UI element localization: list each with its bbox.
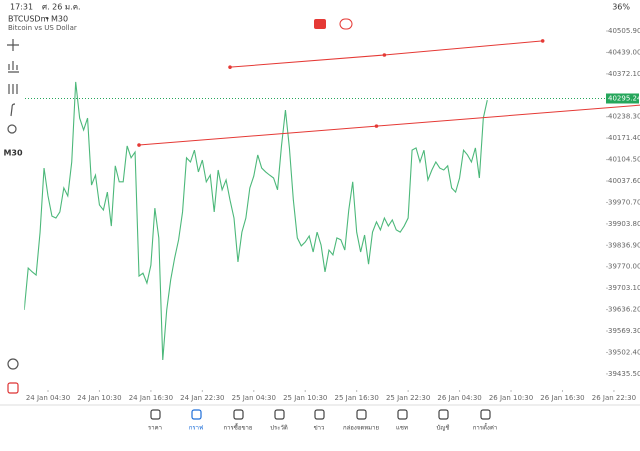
chart-type-icon[interactable] xyxy=(8,61,19,73)
nav-item[interactable]: ประวัติ xyxy=(270,409,288,432)
last-price-label: 40295.24 xyxy=(608,94,640,102)
nav-item[interactable]: ข่าว xyxy=(314,409,325,432)
nav-icon xyxy=(274,409,285,420)
x-tick-label: 25 Jan 10:30 xyxy=(283,394,327,402)
trade-icon[interactable] xyxy=(7,382,19,394)
y-tick-label: 39836.90 xyxy=(608,241,640,249)
nav-item[interactable]: การตั้งค่า xyxy=(473,409,497,432)
y-tick-label: 40439.00 xyxy=(608,48,640,56)
y-tick-label: 39770.00 xyxy=(608,263,640,271)
y-tick-label: 40238.30 xyxy=(608,113,640,121)
nav-icon xyxy=(397,409,408,420)
status-date: ศ. 26 ม.ค. xyxy=(42,3,81,12)
indicators-icon[interactable] xyxy=(8,84,18,94)
x-tick-label: 24 Jan 10:30 xyxy=(77,394,121,402)
y-tick-label: 39970.70 xyxy=(608,198,640,206)
x-tick-label: 25 Jan 16:30 xyxy=(335,394,379,402)
nav-item[interactable]: กราฟ xyxy=(189,409,203,432)
x-tick-label: 26 Jan 04:30 xyxy=(437,394,481,402)
nav-icon xyxy=(233,409,244,420)
y-tick-label: 40372.10 xyxy=(608,70,640,78)
y-tick-label: 39502.40 xyxy=(608,348,640,356)
nav-icon xyxy=(191,409,202,420)
nav-label: กล่องจดหมาย xyxy=(343,425,379,432)
nav-label: การตั้งค่า xyxy=(473,422,497,432)
status-battery: 36% xyxy=(612,3,630,12)
crosshair-icon[interactable] xyxy=(7,39,19,51)
nav-label: ข่าว xyxy=(314,425,325,432)
last-price-box xyxy=(606,93,639,104)
x-tick-label: 24 Jan 04:30 xyxy=(26,394,70,402)
nav-label: ประวัติ xyxy=(270,425,288,432)
toolbar-timeframe[interactable]: M30 xyxy=(3,149,23,158)
nav-icon xyxy=(438,409,449,420)
trendline-anchor[interactable] xyxy=(228,65,232,69)
y-tick-label: 39903.80 xyxy=(608,220,640,228)
trendline-anchor[interactable] xyxy=(540,39,545,43)
nav-icon xyxy=(356,409,367,420)
y-tick-label: 39636.20 xyxy=(608,306,640,314)
trendline[interactable] xyxy=(138,104,640,146)
y-tick-label: 39569.30 xyxy=(608,327,640,335)
search-icon[interactable] xyxy=(7,358,19,370)
x-tick-label: 25 Jan 04:30 xyxy=(232,394,276,402)
y-tick-label: 40037.60 xyxy=(608,177,640,185)
y-tick-label: 40171.40 xyxy=(608,134,640,142)
left-toolbar xyxy=(7,39,19,394)
objects-icon[interactable] xyxy=(7,124,17,134)
nav-label: ราคา xyxy=(148,425,162,432)
nav-label: บัญชี xyxy=(437,424,450,432)
nav-item[interactable]: กล่องจดหมาย xyxy=(343,409,379,432)
nav-label: การซื้อขาย xyxy=(224,422,253,432)
x-tick-label: 26 Jan 10:30 xyxy=(489,394,533,402)
nav-label: แชท xyxy=(396,425,408,432)
nav-item[interactable]: แชท xyxy=(396,409,408,432)
header-timeframe: M30 xyxy=(51,15,68,24)
trendline-anchor[interactable] xyxy=(382,53,387,57)
nav-icon xyxy=(314,409,325,420)
x-tick-label: 26 Jan 16:30 xyxy=(540,394,584,402)
nav-icon xyxy=(150,409,161,420)
trendline-anchor[interactable] xyxy=(137,143,141,147)
nav-label: กราฟ xyxy=(189,425,203,432)
buy-button[interactable] xyxy=(339,18,353,30)
nav-item[interactable]: การซื้อขาย xyxy=(224,409,253,432)
x-tick-label: 24 Jan 16:30 xyxy=(129,394,173,402)
symbol-description: Bitcoin vs US Dollar xyxy=(8,24,77,32)
nav-icon xyxy=(480,409,491,420)
symbol[interactable]: BTCUSDm xyxy=(8,15,49,24)
y-tick-label: 40505.90 xyxy=(608,27,640,35)
separator: • xyxy=(45,15,50,24)
x-tick-label: 25 Jan 22:30 xyxy=(386,394,430,402)
nav-item[interactable]: บัญชี xyxy=(437,409,450,432)
y-tick-label: 40104.50 xyxy=(608,156,640,164)
status-time: 17:31 xyxy=(10,3,33,12)
sell-button[interactable] xyxy=(314,19,326,29)
y-tick-label: 39703.10 xyxy=(608,284,640,292)
x-tick-label: 26 Jan 22:30 xyxy=(592,394,636,402)
price-line xyxy=(24,81,488,360)
y-tick-label: 39435.50 xyxy=(608,370,640,378)
nav-item[interactable]: ราคา xyxy=(148,409,162,432)
x-tick-label: 24 Jan 22:30 xyxy=(180,394,224,402)
trendline[interactable] xyxy=(229,40,543,68)
function-icon[interactable] xyxy=(10,103,16,117)
trendline-anchor[interactable] xyxy=(374,124,379,128)
